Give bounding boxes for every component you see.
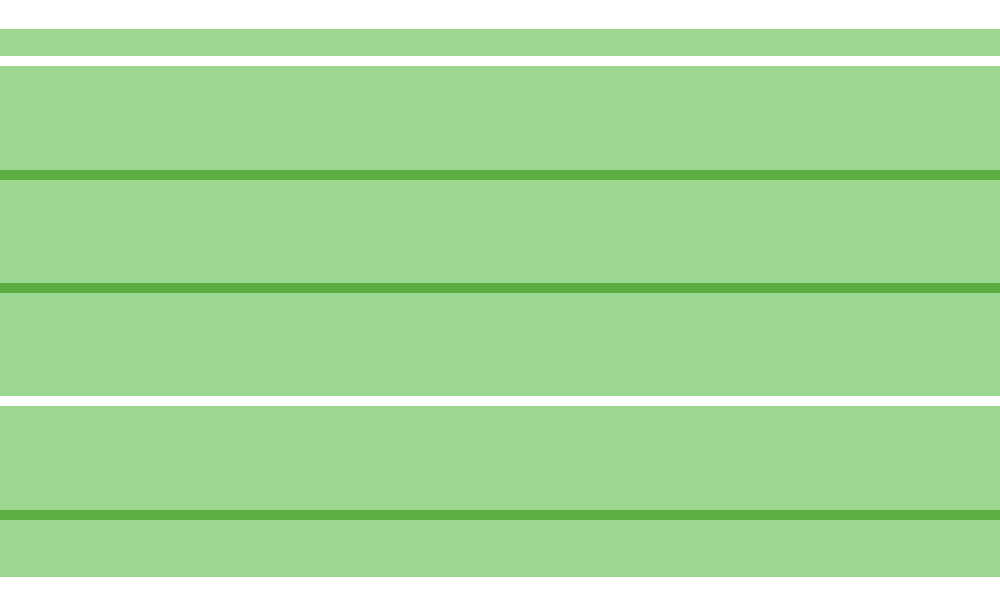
dark-green-divider-2 — [0, 283, 1000, 293]
green-band-6 — [0, 520, 1000, 577]
green-band-4 — [0, 293, 1000, 396]
dark-green-divider-1 — [0, 170, 1000, 180]
green-band-1 — [0, 29, 1000, 56]
dark-green-divider-3 — [0, 510, 1000, 520]
green-band-5 — [0, 406, 1000, 510]
green-band-3 — [0, 180, 1000, 283]
green-band-2 — [0, 66, 1000, 170]
